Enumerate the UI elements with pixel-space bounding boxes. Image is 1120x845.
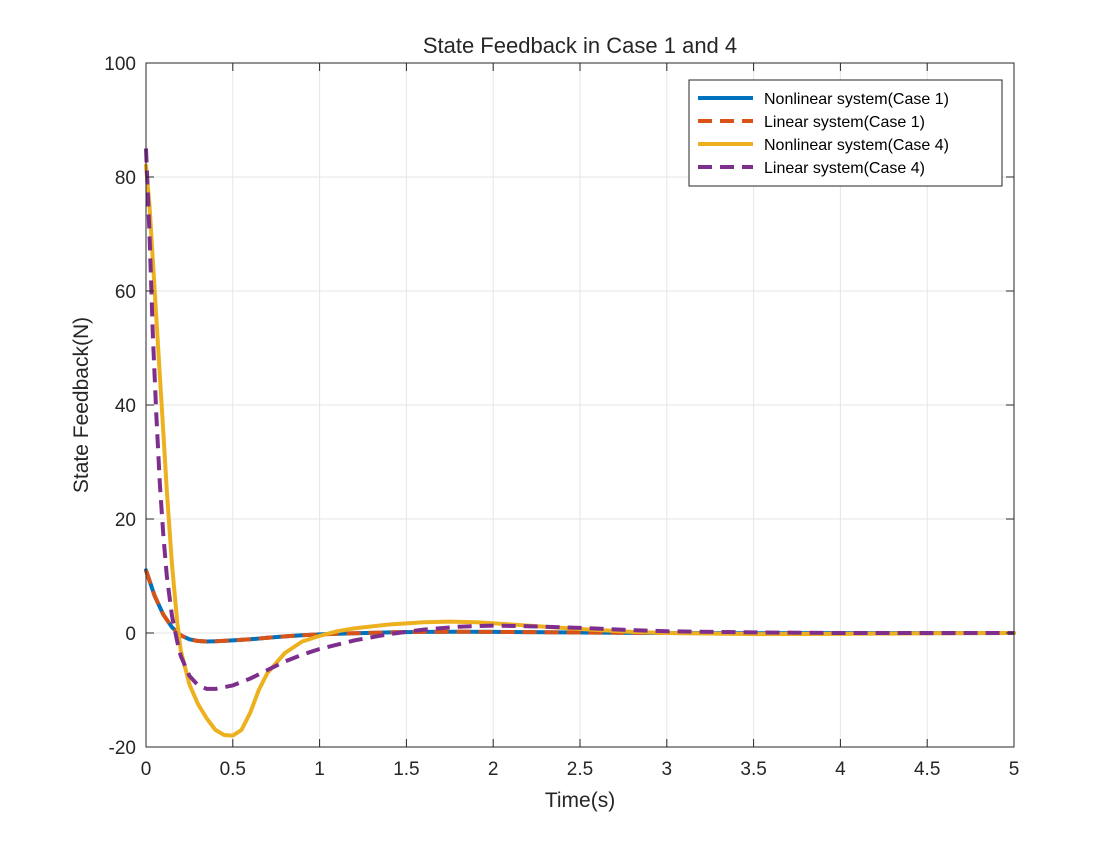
x-tick-label: 0.5 [220,759,246,780]
y-tick-label: 60 [115,282,136,303]
legend-items: Nonlinear system(Case 1) Linear system(Ca… [698,91,949,177]
y-tick-label: 20 [115,510,136,531]
legend: Nonlinear system(Case 1) Linear system(Ca… [688,79,1003,187]
x-tick-label: 2.5 [567,759,593,780]
legend-label-2: Linear system(Case 1) [764,114,925,131]
legend-label-1: Nonlinear system(Case 1) [764,91,949,108]
x-axis-label: Time(s) [545,789,615,812]
x-tick-label: 4.5 [914,759,940,780]
x-tick-label: 3.5 [740,759,766,780]
legend-label-3: Nonlinear system(Case 4) [764,137,949,154]
x-tick-label: 4 [835,759,846,780]
x-tick-label: 0 [141,759,152,780]
y-tick-label: -20 [109,738,136,759]
x-tick-label: 1.5 [393,759,419,780]
y-axis-label: State Feedback(N) [70,317,93,493]
ticks [145,62,1015,748]
x-tick-label: 1 [314,759,325,780]
y-tick-label: 80 [115,168,136,189]
legend-label-4: Linear system(Case 4) [764,160,925,177]
series-layer [144,148,1016,738]
series-line-4 [144,148,1014,691]
x-tick-label: 2 [488,759,499,780]
x-tick-label: 5 [1009,759,1020,780]
x-tick-label: 3 [662,759,673,780]
chart-title: State Feedback in Case 1 and 4 [423,33,737,58]
y-tick-label: 100 [104,54,136,75]
y-tick-label: 40 [115,396,136,417]
y-tick-label: 0 [125,624,136,645]
